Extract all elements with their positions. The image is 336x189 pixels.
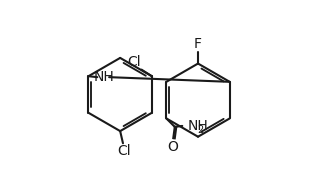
- Text: Cl: Cl: [117, 144, 131, 158]
- Text: NH: NH: [188, 119, 209, 133]
- Text: Cl: Cl: [127, 55, 140, 69]
- Text: O: O: [167, 140, 178, 154]
- Text: F: F: [194, 37, 202, 51]
- Text: 2: 2: [197, 125, 203, 135]
- Text: NH: NH: [94, 70, 115, 84]
